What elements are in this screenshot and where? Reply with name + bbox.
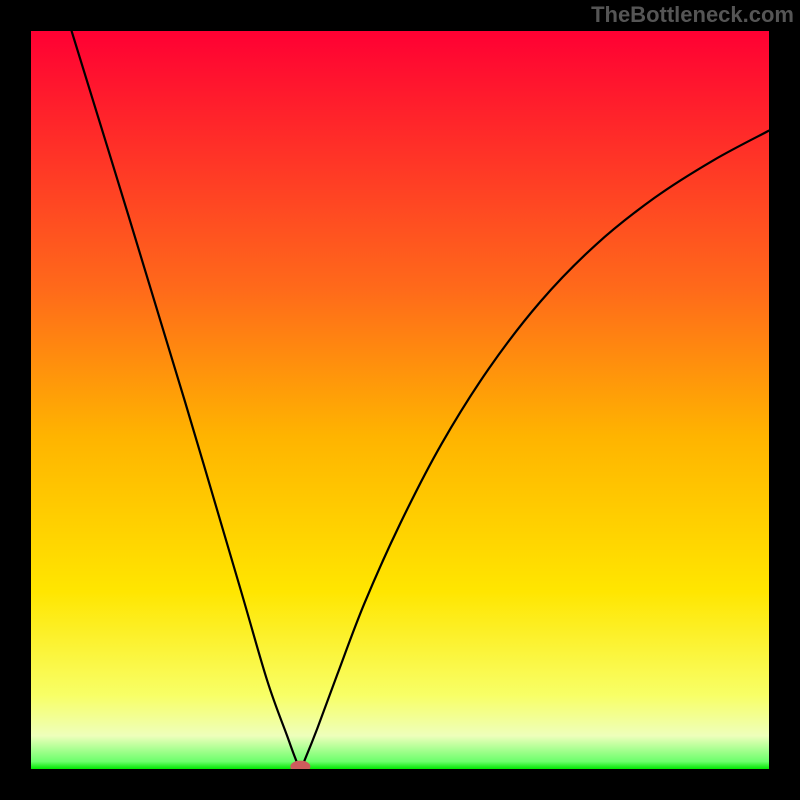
plot-area xyxy=(31,31,769,769)
bottleneck-chart-svg xyxy=(31,31,769,769)
watermark-text: TheBottleneck.com xyxy=(591,2,794,28)
gradient-background xyxy=(31,31,769,769)
chart-root: TheBottleneck.com xyxy=(0,0,800,800)
